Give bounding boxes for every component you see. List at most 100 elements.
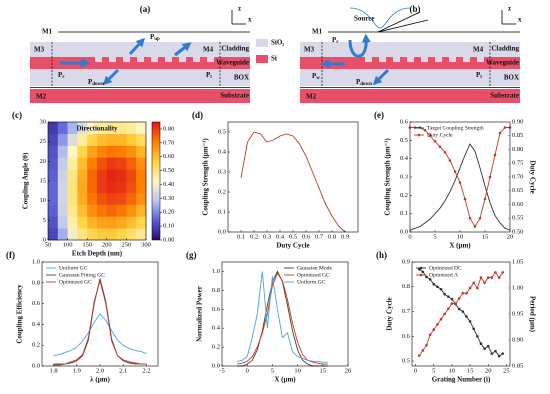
colorbar-tick-label: 0.70 xyxy=(163,139,174,146)
power-label-sub: down xyxy=(360,82,372,87)
heatmap-cell xyxy=(136,216,147,229)
y2-tick-label: 1.00 xyxy=(512,284,523,291)
y-axis-label: Normalized Power xyxy=(196,286,204,342)
heatmap-cell xyxy=(126,216,137,229)
y-tick-label: 0.4 xyxy=(32,321,41,328)
cladding xyxy=(300,42,520,57)
grating-etch xyxy=(449,57,456,62)
x-tick-label: 100 xyxy=(63,241,73,248)
series-marker xyxy=(465,291,468,295)
heatmap-cell xyxy=(116,192,127,205)
heatmap-cell xyxy=(136,204,147,217)
series-marker xyxy=(428,278,432,281)
series-marker xyxy=(425,275,428,279)
legend-label: Si xyxy=(271,55,277,63)
heatmap-cell xyxy=(126,228,137,241)
heatmap-cell xyxy=(57,157,68,170)
series-marker xyxy=(498,131,502,135)
heatmap-cell xyxy=(67,228,78,241)
x-tick-label: 0.5 xyxy=(289,233,297,240)
legend-label: Target Coupling Strength xyxy=(427,125,484,131)
x-tick-label: 1.8 xyxy=(50,367,58,374)
axis-icon-label: z xyxy=(508,5,511,13)
heatmap-cell xyxy=(106,122,117,135)
power-label: Pup xyxy=(150,33,160,43)
y2-tick-label: 0.85 xyxy=(512,362,523,369)
panel-label: (c) xyxy=(12,110,22,120)
y-tick-label: 0.8 xyxy=(32,279,40,286)
y-tick-label: 30 xyxy=(40,118,47,125)
y2-tick-label: 0.95 xyxy=(512,310,523,317)
series-marker xyxy=(439,287,443,291)
grating-etch xyxy=(393,57,400,62)
series-marker xyxy=(454,302,457,305)
heatmap-cell xyxy=(57,169,68,182)
heatmap-cell xyxy=(126,122,137,135)
series-marker xyxy=(421,270,425,274)
chart-title: Directionality xyxy=(76,125,118,133)
series-marker xyxy=(428,333,432,337)
series-marker xyxy=(479,276,483,279)
source-label: Source xyxy=(354,15,374,23)
heatmap-cell xyxy=(48,122,59,135)
series-marker xyxy=(476,286,479,290)
series-marker xyxy=(421,349,425,352)
series-marker xyxy=(501,271,505,274)
heatmap-cell xyxy=(77,157,88,170)
heatmap-cell xyxy=(87,169,98,182)
layer-label: Substrate xyxy=(490,92,519,100)
arrow xyxy=(348,33,371,58)
y2-tick-label: 0.65 xyxy=(512,187,523,194)
series-marker xyxy=(476,334,479,338)
panel-label: (a) xyxy=(140,4,151,14)
power-label: Pt xyxy=(206,71,212,81)
series-marker xyxy=(439,317,443,321)
heatmap-cell xyxy=(136,145,147,158)
grating-etch xyxy=(207,57,214,62)
y-tick-label: 0.4 xyxy=(212,325,221,332)
heatmap-cell xyxy=(87,157,98,170)
series-marker xyxy=(443,312,446,316)
series-marker xyxy=(494,349,497,353)
heatmap-cell xyxy=(57,145,68,158)
heatmap-cell xyxy=(48,169,59,182)
heatmap-cell xyxy=(87,133,98,146)
power-label-main: P xyxy=(312,72,317,80)
series-marker xyxy=(457,307,461,311)
y-tick-label: 0 xyxy=(43,236,46,243)
heatmap-cell xyxy=(67,216,78,229)
series-marker xyxy=(478,216,482,220)
y-tick-label: 5 xyxy=(43,217,46,224)
heatmap-cell xyxy=(67,122,78,135)
heatmap-cell xyxy=(136,181,147,194)
x-axis-label: X (μm) xyxy=(274,376,296,384)
grating-etch xyxy=(463,57,470,62)
x-axis-label: Grating Number (i) xyxy=(432,376,491,384)
heatmap-cell xyxy=(77,228,88,241)
colorbar xyxy=(151,121,161,241)
grating-etch xyxy=(151,57,158,62)
heatmap-cell xyxy=(77,216,88,229)
series-marker xyxy=(425,343,428,347)
y-tick-label: 0.8 xyxy=(402,283,410,290)
layer-label: Cladding xyxy=(221,45,249,53)
heatmap-cell xyxy=(116,228,127,241)
legend-label: Optimized Λ xyxy=(429,272,458,278)
series-marker xyxy=(483,197,487,201)
heatmap-cell xyxy=(87,204,98,217)
series-marker xyxy=(446,307,450,311)
heatmap-cell xyxy=(126,192,137,205)
layer-label: Cladding xyxy=(491,45,519,53)
y-axis-label: Coupling Angle (θ) xyxy=(22,152,30,209)
colorbar-tick-label: 0.00 xyxy=(163,236,174,243)
series-marker xyxy=(443,292,446,296)
x-tick-label: 10 xyxy=(449,367,456,374)
heatmap-cell xyxy=(97,181,108,194)
legend-label: Optimized GC xyxy=(59,279,92,285)
x-tick-label: 0.9 xyxy=(341,233,349,240)
power-label-main: P xyxy=(476,71,481,79)
series-marker xyxy=(448,159,452,162)
heatmap-cell xyxy=(97,133,108,146)
series-line xyxy=(409,143,511,231)
x-tick-label: 250 xyxy=(122,241,132,248)
